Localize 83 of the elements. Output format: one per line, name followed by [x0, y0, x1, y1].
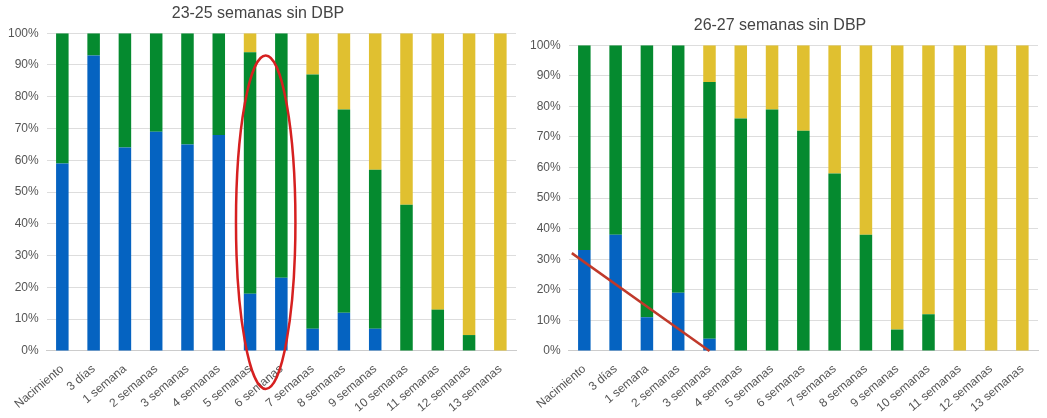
bar: [578, 250, 591, 351]
bar: [275, 277, 288, 351]
y-tick-label: 90%: [536, 68, 562, 83]
bar: [609, 45, 622, 235]
bar: [703, 45, 716, 82]
bar: [797, 45, 810, 131]
y-tick-label: 80%: [536, 98, 562, 113]
bar: [703, 81, 716, 339]
y-tick-label: 90%: [14, 57, 40, 72]
y-tick-label: 40%: [14, 216, 40, 231]
bar: [181, 33, 194, 145]
bar: [368, 328, 382, 351]
y-tick-label: 100%: [529, 37, 562, 52]
bar: [922, 314, 935, 351]
y-tick-label: 10%: [14, 311, 40, 326]
y-tick-label: 30%: [14, 247, 40, 262]
bar: [859, 45, 873, 235]
bar: [368, 33, 382, 170]
bar: [400, 33, 413, 205]
bar: [149, 33, 163, 132]
bar: [828, 173, 841, 351]
bar: [149, 131, 163, 351]
bar: [734, 45, 748, 119]
bar: [890, 329, 904, 351]
bar: [306, 328, 319, 351]
y-tick-label: 60%: [14, 152, 40, 167]
bar: [87, 55, 100, 351]
y-tick-label: 80%: [14, 89, 40, 104]
y-tick-label: 20%: [536, 282, 562, 297]
bar: [181, 144, 194, 351]
y-tick-label: 0%: [543, 343, 562, 358]
y-tick-label: 30%: [536, 251, 562, 266]
y-tick-label: 20%: [14, 279, 40, 294]
y-tick-label: 100%: [7, 25, 40, 40]
y-tick-label: 40%: [536, 220, 562, 235]
bar: [212, 134, 226, 351]
chart-title: 23-25 semanas sin DBP: [171, 4, 345, 22]
bar: [765, 45, 779, 110]
y-tick-label: 70%: [14, 120, 40, 135]
bar: [828, 45, 841, 174]
bar: [765, 109, 779, 351]
bar: [337, 109, 351, 313]
y-tick-label: 0%: [21, 343, 40, 358]
bar: [118, 147, 132, 351]
bar: [797, 130, 810, 351]
bar: [275, 33, 288, 278]
bar: [400, 204, 413, 351]
y-tick-label: 10%: [536, 312, 562, 327]
bar: [431, 33, 445, 310]
bar: [368, 169, 382, 329]
bar: [337, 33, 351, 110]
bar: [462, 33, 476, 336]
bar: [306, 33, 319, 75]
bar: [890, 45, 904, 330]
bar: [212, 33, 226, 135]
bar: [56, 163, 69, 351]
bar: [494, 33, 507, 351]
bar: [671, 45, 685, 293]
y-tick-label: 50%: [536, 190, 562, 205]
bar: [859, 234, 873, 351]
bar: [337, 312, 351, 351]
bar: [1016, 45, 1029, 351]
bar: [734, 118, 748, 351]
bar: [984, 45, 998, 351]
bar: [87, 33, 100, 56]
bar: [462, 335, 476, 351]
bar: [306, 74, 319, 329]
bar: [671, 292, 685, 351]
bar: [118, 33, 132, 148]
bar: [953, 45, 967, 351]
bar: [56, 33, 69, 164]
bar: [922, 45, 935, 315]
bar: [640, 45, 654, 318]
y-tick-label: 70%: [536, 129, 562, 144]
bar: [609, 234, 622, 351]
chart-title: 26-27 semanas sin DBP: [693, 16, 867, 34]
bar: [431, 309, 445, 351]
bar: [243, 52, 257, 294]
bar: [243, 33, 257, 53]
y-tick-label: 50%: [14, 184, 40, 199]
y-tick-label: 60%: [536, 159, 562, 174]
bar: [640, 317, 654, 351]
bar: [578, 45, 591, 251]
